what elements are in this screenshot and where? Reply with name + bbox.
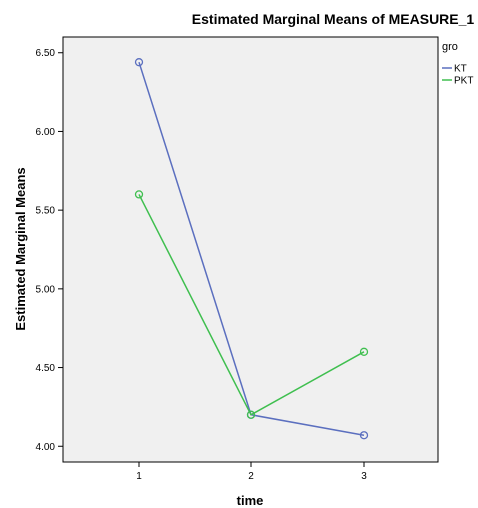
legend-title: gro	[442, 41, 458, 53]
chart-title: Estimated Marginal Means of MEASURE_1	[192, 11, 475, 27]
y-tick-label: 4.00	[36, 442, 56, 453]
data-point-kt	[359, 431, 369, 440]
y-tick-label: 6.00	[36, 127, 56, 138]
data-point-pkt	[359, 347, 369, 356]
x-axis-title: time	[237, 493, 264, 508]
y-axis-title: Estimated Marginal Means	[13, 167, 28, 330]
plot-area	[62, 36, 439, 463]
series-layer	[134, 58, 369, 440]
y-tick-label: 4.50	[36, 363, 56, 374]
data-point-pkt	[246, 410, 256, 419]
x-tick-label: 2	[248, 471, 254, 482]
legend-label-pkt: PKT	[454, 76, 473, 87]
x-tick-label: 3	[361, 471, 367, 482]
x-tick-label: 1	[136, 471, 142, 482]
axes: 4.00 4.50 5.00 5.50 6.00 6.50 1 2 3	[36, 48, 368, 482]
data-point-kt	[134, 58, 144, 67]
y-tick-label: 5.00	[36, 284, 56, 295]
legend-label-kt: KT	[454, 64, 467, 75]
y-tick-label: 6.50	[36, 48, 56, 59]
y-tick-label: 5.50	[36, 206, 56, 217]
series-line-pkt	[138, 194, 365, 416]
data-point-pkt	[134, 190, 144, 199]
